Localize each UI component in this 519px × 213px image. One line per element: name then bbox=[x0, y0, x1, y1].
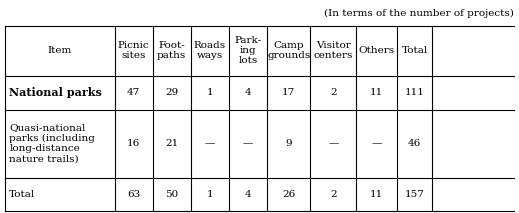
Text: 50: 50 bbox=[165, 190, 179, 199]
Text: 63: 63 bbox=[127, 190, 140, 199]
Text: 26: 26 bbox=[282, 190, 295, 199]
Text: Roads
ways: Roads ways bbox=[194, 41, 226, 60]
Text: 111: 111 bbox=[405, 88, 425, 97]
Text: (In terms of the number of projects): (In terms of the number of projects) bbox=[324, 9, 514, 18]
Text: —: — bbox=[371, 139, 381, 148]
Text: 11: 11 bbox=[370, 88, 383, 97]
Text: 16: 16 bbox=[127, 139, 140, 148]
Text: 9: 9 bbox=[285, 139, 292, 148]
Text: Total: Total bbox=[402, 46, 428, 55]
Text: 29: 29 bbox=[165, 88, 179, 97]
Text: 4: 4 bbox=[245, 190, 251, 199]
Text: —: — bbox=[243, 139, 253, 148]
Text: Camp
grounds: Camp grounds bbox=[267, 41, 310, 60]
Text: 4: 4 bbox=[245, 88, 251, 97]
Text: 1: 1 bbox=[207, 190, 213, 199]
Text: 1: 1 bbox=[207, 88, 213, 97]
Text: 47: 47 bbox=[127, 88, 140, 97]
Text: Others: Others bbox=[359, 46, 394, 55]
Text: Item: Item bbox=[48, 46, 72, 55]
Text: Park-
ing
lots: Park- ing lots bbox=[235, 36, 262, 65]
Text: 157: 157 bbox=[405, 190, 425, 199]
Text: —: — bbox=[328, 139, 338, 148]
Text: 11: 11 bbox=[370, 190, 383, 199]
Text: 21: 21 bbox=[165, 139, 179, 148]
Text: —: — bbox=[204, 139, 215, 148]
Text: 2: 2 bbox=[330, 88, 336, 97]
Text: Visitor
centers: Visitor centers bbox=[313, 41, 353, 60]
Text: Foot-
paths: Foot- paths bbox=[157, 41, 186, 60]
Text: 17: 17 bbox=[282, 88, 295, 97]
Text: Quasi-national
parks (including
long-distance
nature trails): Quasi-national parks (including long-dis… bbox=[9, 124, 95, 164]
Text: Picnic
sites: Picnic sites bbox=[118, 41, 149, 60]
Text: 2: 2 bbox=[330, 190, 336, 199]
Text: 46: 46 bbox=[408, 139, 421, 148]
Text: National parks: National parks bbox=[9, 87, 102, 98]
Text: Total: Total bbox=[9, 190, 35, 199]
